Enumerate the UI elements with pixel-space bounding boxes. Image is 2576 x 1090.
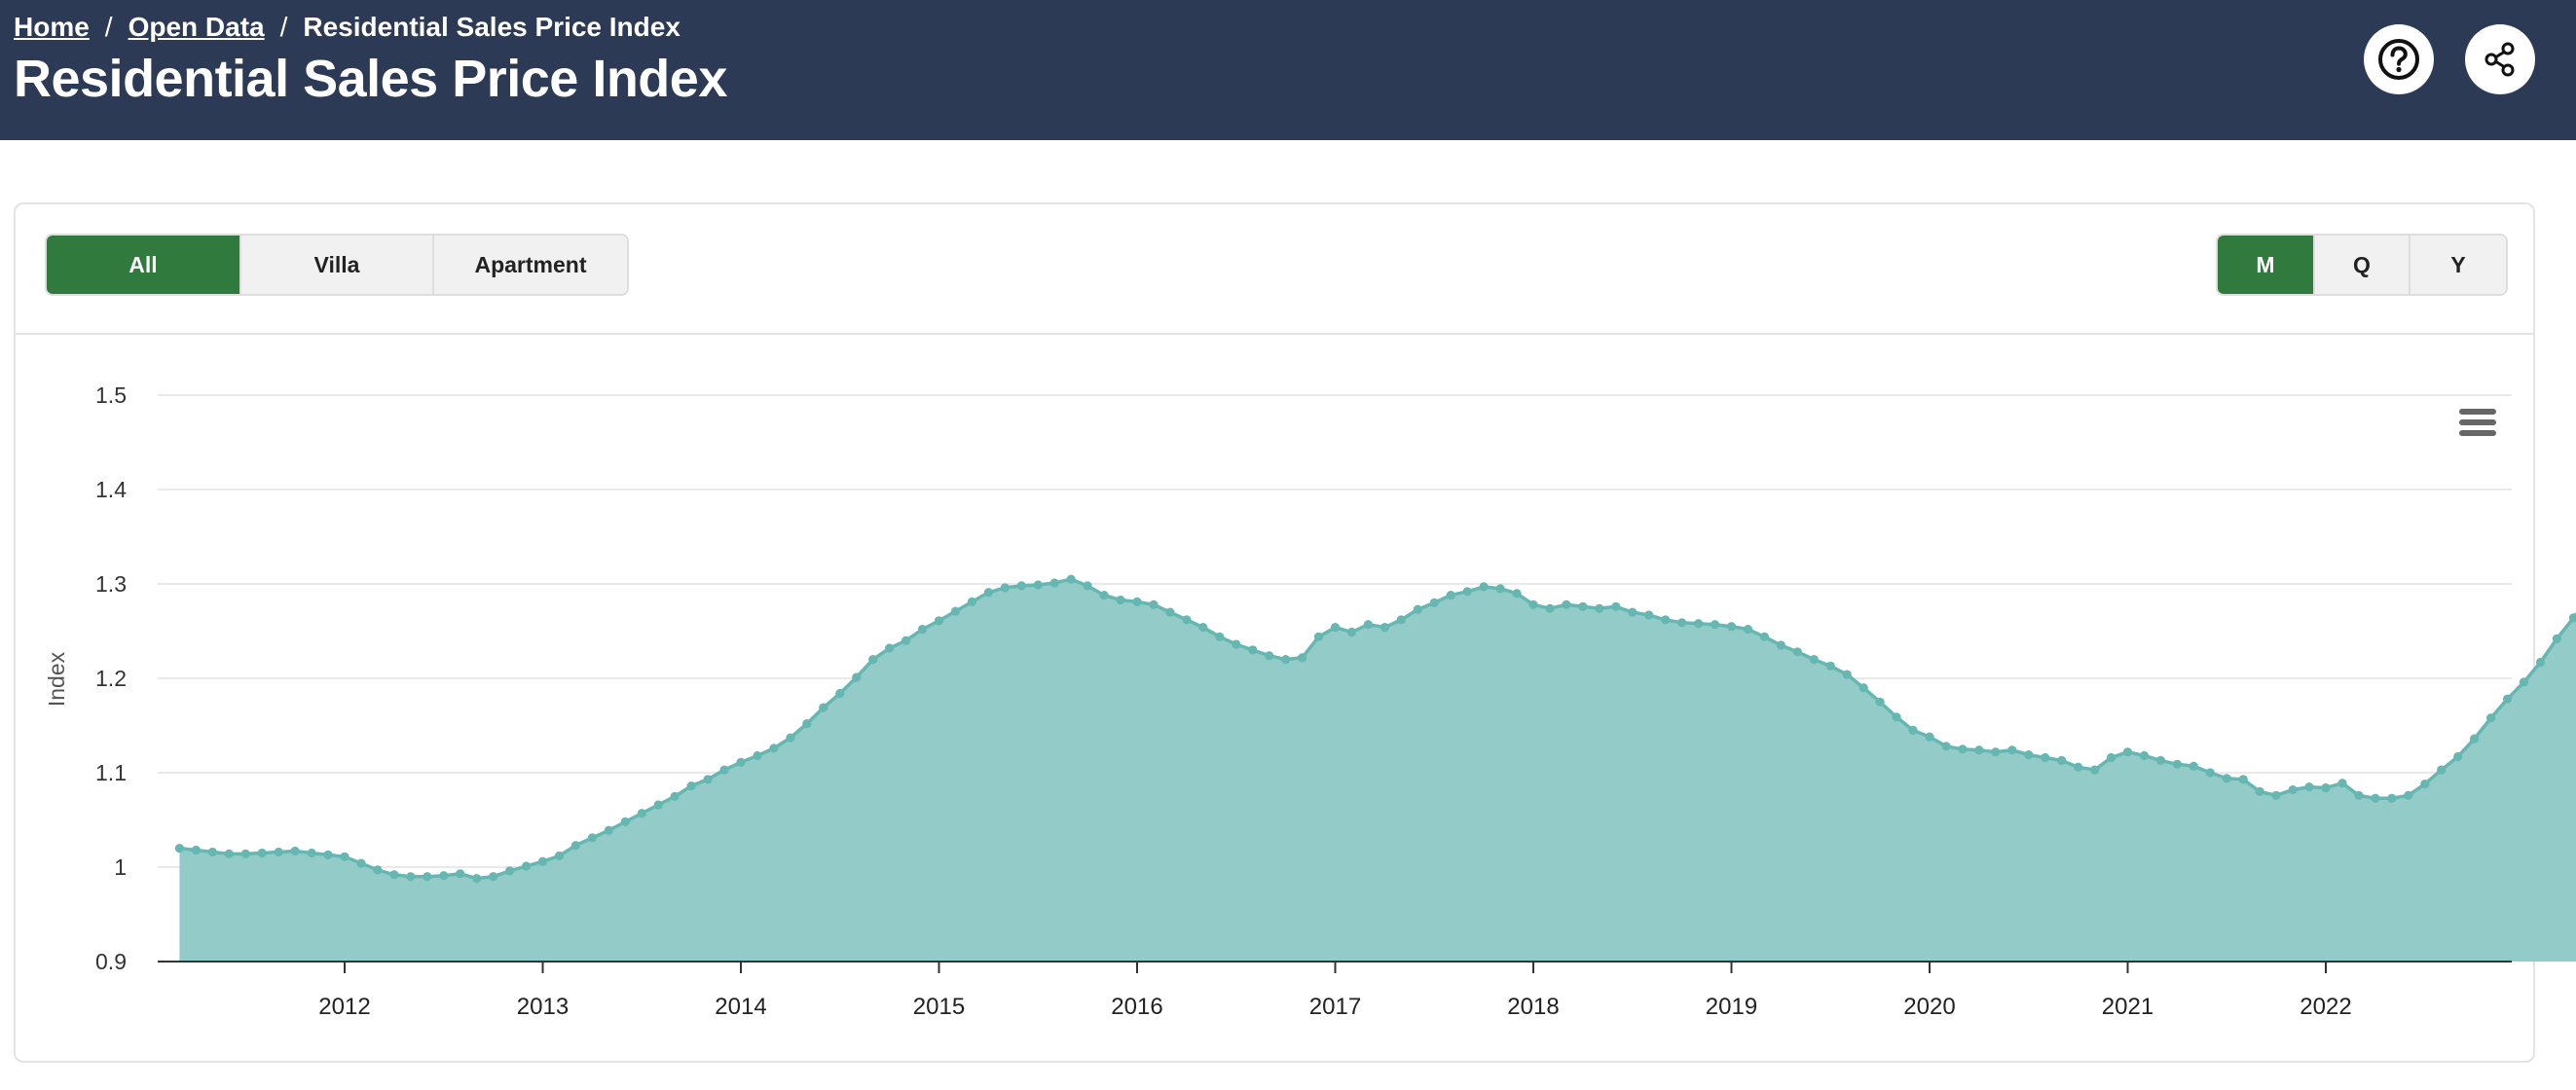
share-button[interactable] — [2465, 24, 2535, 94]
chart-card: All Villa Apartment M Q Y — [14, 202, 2535, 1063]
chart-toolbar: All Villa Apartment M Q Y — [16, 204, 2533, 335]
filter-all-button[interactable]: All — [47, 236, 241, 294]
share-icon — [2484, 42, 2515, 77]
page-header: Home / Open Data / Residential Sales Price I… — [0, 0, 2576, 140]
filter-villa-button[interactable]: Villa — [241, 236, 434, 294]
help-icon — [2378, 39, 2419, 80]
frequency-yearly-button[interactable]: Y — [2410, 236, 2506, 294]
breadcrumb-home-link[interactable]: Home — [14, 12, 90, 42]
page-title: Residential Sales Price Index — [14, 50, 727, 108]
filter-apartment-button[interactable]: Apartment — [434, 236, 627, 294]
breadcrumb-separator: / — [104, 12, 113, 42]
property-type-filter: All Villa Apartment — [45, 234, 629, 296]
help-button[interactable] — [2364, 24, 2434, 94]
breadcrumb-open-data-link[interactable]: Open Data — [128, 12, 265, 42]
data-point[interactable] — [2552, 634, 2561, 643]
data-point[interactable] — [2535, 657, 2546, 668]
breadcrumb: Home / Open Data / Residential Sales Price I… — [14, 12, 681, 43]
chart-menu-icon[interactable] — [2459, 409, 2496, 442]
frequency-quarterly-button[interactable]: Q — [2315, 236, 2410, 294]
data-point[interactable] — [2568, 613, 2576, 623]
breadcrumb-current: Residential Sales Price Index — [303, 12, 681, 42]
frequency-filter: M Q Y — [2216, 234, 2508, 296]
frequency-monthly-button[interactable]: M — [2218, 236, 2315, 294]
breadcrumb-separator: / — [279, 12, 288, 42]
